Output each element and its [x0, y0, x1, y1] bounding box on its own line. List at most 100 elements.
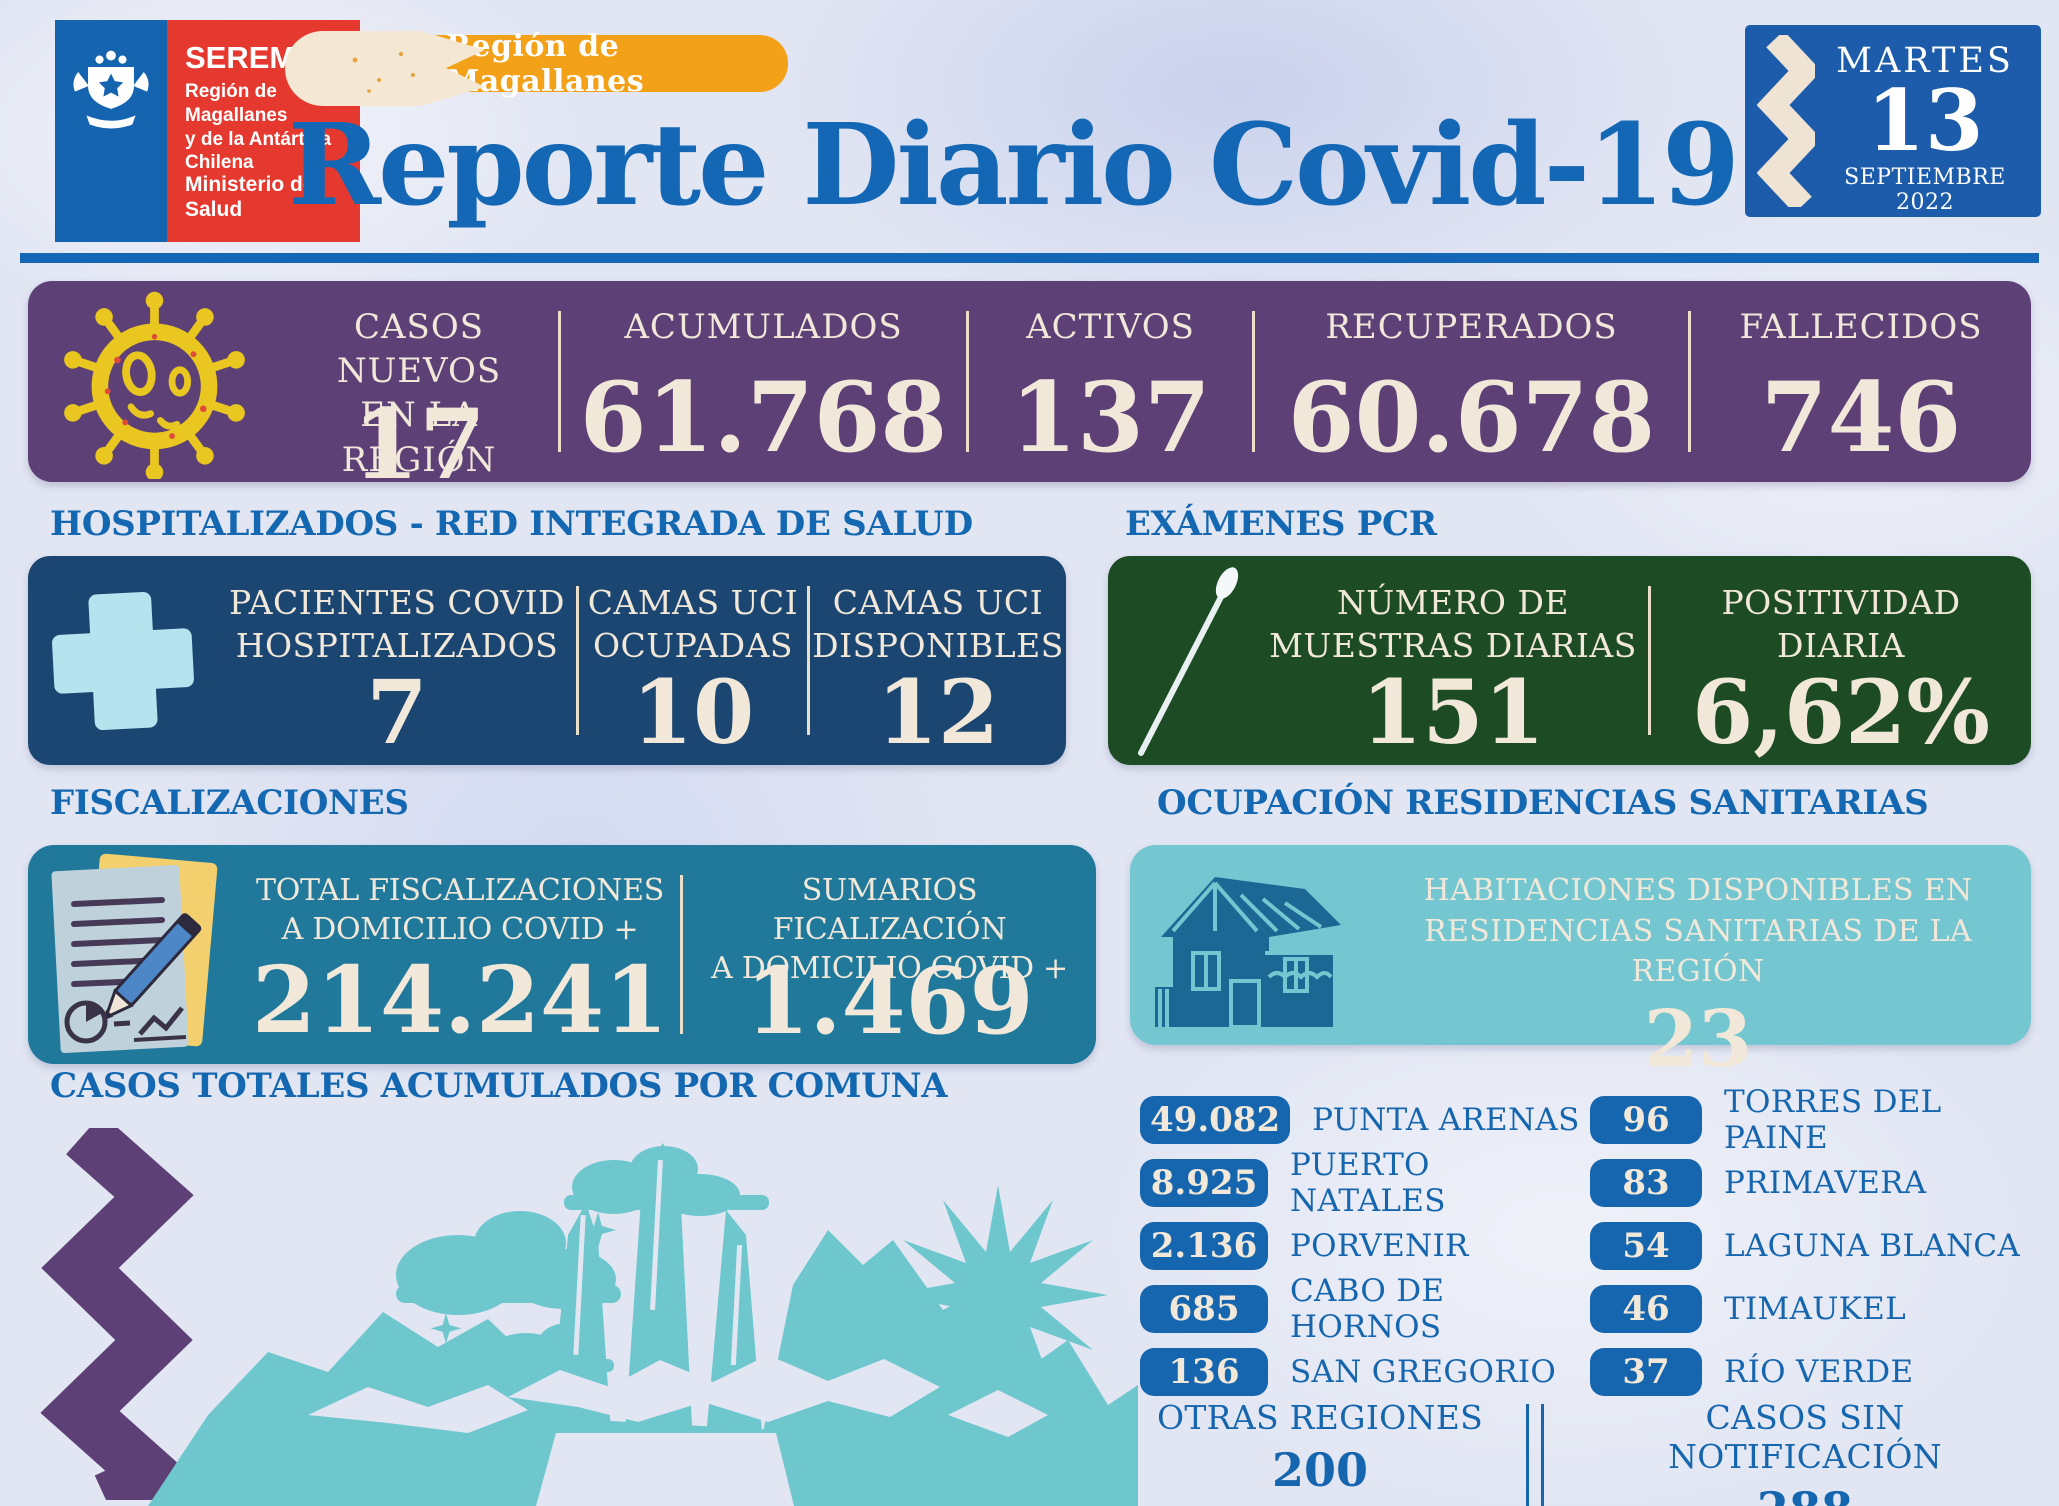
stat-label: ACTIVOS [1026, 307, 1195, 347]
logo-ministry-text: Ministerio de Salud [185, 172, 315, 221]
case-count-badge: 2.136 [1140, 1222, 1268, 1270]
residencias-box: HABITACIONES DISPONIBLES EN RESIDENCIAS … [1130, 845, 2031, 1078]
purple-zigzag-ribbon [40, 1128, 194, 1500]
stat-recuperados: RECUPERADOS 60.678 [1255, 281, 1688, 482]
comuna-row: 37 RÍO VERDE [1590, 1348, 2050, 1396]
pcr-box: NÚMERO DE MUESTRAS DIARIAS 151 POSITIVID… [1108, 556, 2031, 765]
stat-label: NÚMERO DE MUESTRAS DIARIAS [1269, 583, 1637, 665]
stat-sumarios: SUMARIOS FICALIZACIÓN A DOMICILIO COVID … [683, 845, 1096, 1064]
comuna-name: RÍO VERDE [1724, 1354, 1914, 1390]
comuna-row: 46 TIMAUKEL [1590, 1285, 2050, 1333]
date-month-year: SEPTIEMBRE 2022 [1844, 164, 2006, 215]
cream-ribbon-icon [285, 31, 485, 106]
stat-value: 6,62% [1692, 659, 1990, 764]
stat-label: RECUPERADOS [1325, 307, 1618, 347]
section-heading-fiscalizaciones: FISCALIZACIONES [50, 783, 409, 823]
comuna-row: 685 CABO DE HORNOS [1140, 1273, 1590, 1345]
comuna-name: TIMAUKEL [1724, 1291, 1906, 1327]
comuna-row: 54 LAGUNA BLANCA [1590, 1222, 2050, 1270]
header-divider-rule [20, 253, 2039, 263]
stat-positividad: POSITIVIDAD DIARIA 6,62% [1651, 556, 2031, 765]
comuna-row: 83 PRIMAVERA [1590, 1159, 2050, 1207]
double-divider [1500, 1398, 1570, 1506]
stat-value: 12 [876, 659, 1000, 764]
stat-divider [576, 586, 579, 735]
section-heading-comunas: CASOS TOTALES ACUMULADOS POR COMUNA [50, 1066, 948, 1106]
comuna-name: LAGUNA BLANCA [1724, 1228, 2021, 1264]
comuna-case-list: 49.082 PUNTA ARENAS 96 TORRES DEL PAINE … [1140, 1084, 2050, 1396]
virus-icon [28, 281, 280, 482]
logo-blue-panel [55, 20, 167, 242]
stat-value: 1.469 [745, 947, 1034, 1055]
inspection-document-pencil-icon [28, 845, 240, 1064]
hospitalizados-box: PACIENTES COVID HOSPITALIZADOS 7 CAMAS U… [28, 556, 1066, 765]
comuna-name: PRIMAVERA [1724, 1165, 1927, 1201]
medical-cross-icon [28, 556, 218, 765]
sin-notificacion-block: CASOS SIN NOTIFICACIÓN 288 [1570, 1398, 2040, 1506]
extra-value: 200 [1271, 1443, 1369, 1497]
stat-value: 60.678 [1287, 361, 1656, 474]
fiscalizaciones-box: TOTAL FISCALIZACIONES A DOMICILIO COVID … [28, 845, 1096, 1064]
stat-casos-nuevos: CASOS NUEVOS EN LA REGIÓN 17 [280, 281, 558, 493]
stat-label: HABITACIONES DISPONIBLES EN RESIDENCIAS … [1423, 873, 1973, 989]
logo-agency: SEREMI [185, 40, 304, 75]
stat-value: 214.241 [251, 946, 669, 1054]
case-count-badge: 8.925 [1140, 1159, 1268, 1207]
stat-uci-ocupadas: CAMAS UCI OCUPADAS 10 [579, 556, 807, 765]
stat-uci-disponibles: CAMAS UCI DISPONIBLES 12 [810, 556, 1066, 765]
stat-pacientes-hospitalizados: PACIENTES COVID HOSPITALIZADOS 7 [218, 556, 576, 765]
page-title: Reporte Diario Covid-19 [288, 100, 1740, 231]
stat-value: 137 [1010, 361, 1211, 474]
summary-stats-bar: CASOS NUEVOS EN LA REGIÓN 17 ACUMULADOS … [28, 281, 2031, 493]
case-count-badge: 136 [1140, 1348, 1268, 1396]
torres-del-paine-illustration [148, 1143, 1138, 1506]
stat-value: 746 [1760, 361, 1962, 474]
stat-divider [807, 586, 810, 735]
date-day: 13 [1866, 71, 1984, 170]
case-count-badge: 54 [1590, 1222, 1702, 1270]
comuna-name: PUNTA ARENAS [1312, 1102, 1580, 1138]
stat-value: 17 [352, 388, 486, 501]
section-heading-pcr: EXÁMENES PCR [1125, 504, 1437, 544]
stat-label: FALLECIDOS [1739, 307, 1983, 347]
comuna-name: SAN GREGORIO [1290, 1354, 1557, 1390]
stat-label: SUMARIOS FICALIZACIÓN A DOMICILIO COVID … [711, 873, 1068, 986]
otras-regiones-block: OTRAS REGIONES 200 [1140, 1398, 1500, 1497]
comuna-row: 96 TORRES DEL PAINE [1590, 1084, 2050, 1156]
stat-activos: ACTIVOS 137 [969, 281, 1252, 482]
comuna-row: 49.082 PUNTA ARENAS [1140, 1096, 1590, 1144]
stat-divider [680, 875, 683, 1034]
comuna-name: PUERTO NATALES [1290, 1147, 1446, 1219]
stat-divider [1688, 311, 1691, 452]
case-count-badge: 96 [1590, 1096, 1702, 1144]
case-count-badge: 46 [1590, 1285, 1702, 1333]
section-heading-residencias: OCUPACIÓN RESIDENCIAS SANITARIAS [1157, 783, 1929, 823]
comuna-row: 2.136 PORVENIR [1140, 1222, 1590, 1270]
stat-divider [1252, 311, 1255, 452]
extra-cases-row: OTRAS REGIONES 200 CASOS SIN NOTIFICACIÓ… [1140, 1398, 2040, 1506]
stat-divider [1648, 586, 1651, 735]
comuna-name: PORVENIR [1290, 1228, 1469, 1264]
stat-label: CASOS NUEVOS EN LA REGIÓN [336, 307, 502, 480]
stat-value: 10 [631, 659, 755, 764]
stat-label: PACIENTES COVID HOSPITALIZADOS [228, 583, 565, 665]
comuna-name: CABO DE HORNOS [1290, 1273, 1445, 1345]
stat-divider [558, 311, 561, 452]
stat-label: TOTAL FISCALIZACIONES A DOMICILIO COVID … [255, 873, 665, 947]
stat-acumulados: ACUMULADOS 61.768 [561, 281, 966, 482]
comuna-name: TORRES DEL PAINE [1724, 1084, 1942, 1156]
stat-habitaciones-disponibles: HABITACIONES DISPONIBLES EN RESIDENCIAS … [1365, 845, 2031, 1078]
extra-label: CASOS SIN NOTIFICACIÓN [1668, 1398, 1942, 1476]
sanitary-residence-house-icon [1130, 845, 1365, 1045]
date-weekday: MARTES [1836, 41, 2014, 81]
case-count-badge: 685 [1140, 1285, 1268, 1333]
stat-label: CAMAS UCI DISPONIBLES [812, 583, 1064, 665]
case-count-badge: 37 [1590, 1348, 1702, 1396]
case-count-badge: 49.082 [1140, 1096, 1291, 1144]
stat-value: 61.768 [579, 361, 948, 474]
date-zigzag-icon [1757, 35, 1815, 207]
stat-divider [966, 311, 969, 452]
logo-region-text: Región de Magallanes y de la Antártica C… [185, 81, 332, 174]
chile-coat-of-arms-icon [73, 50, 149, 129]
